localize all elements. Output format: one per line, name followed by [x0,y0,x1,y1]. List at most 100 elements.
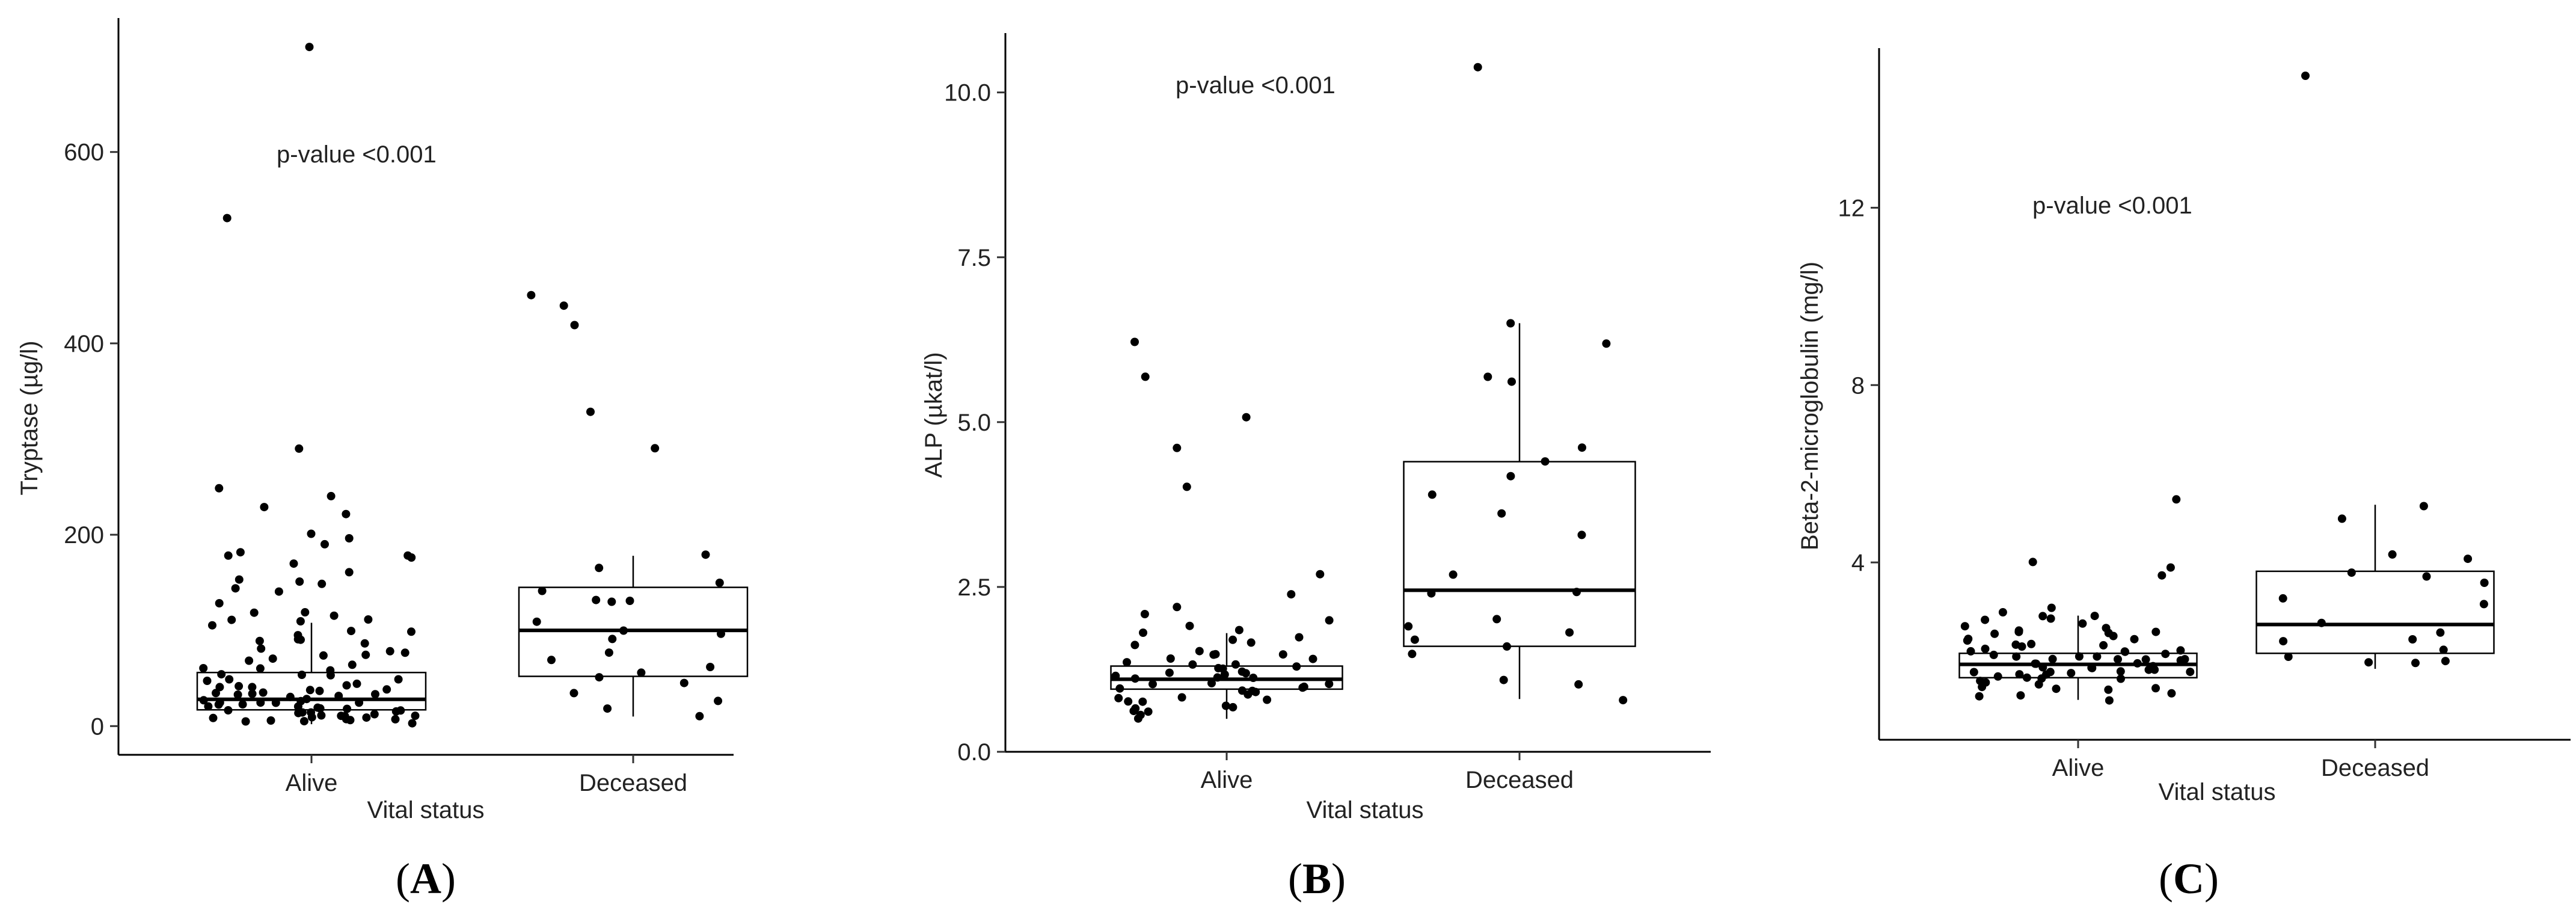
panel-a-point-alive [256,664,265,673]
panel-a-point-deceased [595,673,604,682]
panel-b-point-alive [1177,693,1186,702]
panel-a-point-alive [411,712,420,721]
panel-a-point-alive [330,611,339,620]
panel-b-letter-text: B [1302,855,1331,903]
panel-c-point-alive [2052,684,2061,693]
panel-a-y-axis-title: Tryptase (µg/l) [16,340,43,495]
panel-b-point-alive [1182,482,1191,491]
panel-c-point-alive [2114,655,2122,664]
panel-b-point-alive [1251,687,1260,696]
panel-b-point-alive [1234,625,1244,635]
panel-b-point-alive [1115,684,1124,693]
panel-b-point-alive [1148,680,1157,689]
panel-c-point-alive [2116,667,2125,676]
panel-c-point-alive [2032,659,2041,668]
panel-a-point-alive [217,670,226,679]
panel-a-point-alive [212,689,220,698]
panel-a-point-deceased [714,696,723,705]
panel-c-y-axis-title: Beta-2-microglobulin (mg/l) [1797,262,1823,550]
panel-b-point-deceased [1574,680,1583,689]
panel-a-point-alive [313,703,322,712]
panel-c-point-deceased [2419,502,2428,511]
panel-b-point-alive [1140,610,1149,618]
panel-b-y-tick-label: 5.0 [957,410,991,436]
panel-a-point-alive [326,671,335,680]
panel-b-point-deceased [1506,319,1515,328]
panel-a-point-alive [342,509,351,518]
panel-a-point-deceased [532,617,541,626]
panel-a-point-alive [203,677,212,685]
panel-b-x-tick-label: Deceased [1465,767,1574,793]
panel-a-point-alive [342,681,351,690]
panel-b-point-deceased [1497,509,1506,518]
panel-a-point-alive [204,702,213,711]
panel-b-point-alive [1166,654,1175,663]
panel-c-point-deceased [2317,618,2326,627]
panel-b-point-deceased [1565,628,1574,637]
panel-a-point-alive [295,577,304,586]
panel-b-point-alive [1220,670,1229,679]
panel-b-marks: 0.0 2.5 5.0 7.5 10.0 Alive Deceased [944,33,1711,793]
panel-a-y-tick-label: 400 [64,331,104,357]
panel-b-point-alive [1124,697,1133,706]
panel-b: 0.0 2.5 5.0 7.5 10.0 Alive Deceased ALP (µkat/… [921,33,1711,903]
panel-b-point-alive [1231,660,1240,669]
panel-b-point-alive [1263,695,1272,704]
panel-c-point-alive [2028,558,2037,567]
panel-a-point-alive [407,553,416,562]
panel-a-point-alive [315,686,324,695]
panel-b-point-alive [1173,603,1182,612]
panel-a-point-alive [257,644,266,653]
panel-b-point-deceased [1473,63,1482,72]
panel-c-point-deceased [2337,514,2346,523]
panel-a-x-tick-label: Deceased [579,770,687,796]
panel-a-point-alive [305,686,314,695]
panel-a-point-alive [209,713,218,722]
panel-a-point-alive [215,484,224,493]
panel-a-point-alive [293,702,302,711]
panel-b-point-deceased [1507,377,1516,386]
panel-b-point-deceased [1428,490,1437,499]
panel-a-point-alive [289,559,298,568]
panel-a-point-deceased [679,678,688,687]
panel-b-point-deceased [1578,443,1586,452]
panel-a-point-alive [298,671,306,679]
panel-a-point-alive [301,608,310,616]
panel-b-point-deceased [1427,589,1436,598]
panel-c-point-deceased [2464,555,2473,564]
panel-c-point-alive [2172,495,2181,504]
panel-a-point-deceased [603,704,612,713]
panel-c-point-alive [2109,632,2118,641]
panel-a-point-alive [296,617,305,625]
panel-a-point-alive [260,503,269,512]
panel-c-letter-text: C [2173,855,2204,903]
panel-b-point-deceased [1506,472,1515,481]
panel-a-p-value-annotation: p-value <0.001 [277,141,437,168]
panel-a-point-deceased [619,626,628,635]
panel-c-point-alive [2014,627,2023,636]
panel-b-point-alive [1325,680,1334,689]
panel-c-y-tick-label: 4 [1851,550,1865,576]
panel-c-point-alive [2099,641,2108,650]
panel-a-point-alive [400,648,409,657]
panel-b-point-alive [1292,662,1301,671]
panel-b-y-tick-label: 7.5 [957,245,991,271]
panel-a-point-alive [343,704,352,713]
panel-c-point-alive [2186,668,2195,677]
panel-c-point-deceased [2279,637,2288,646]
panel-a-point-alive [222,214,232,223]
panel-a-point-deceased [586,407,595,416]
panel-a-point-alive [355,698,364,707]
panel-a-point-alive [241,717,250,726]
panel-b-point-deceased [1499,675,1508,684]
panel-c-point-alive [2141,655,2150,664]
panel-c-point-alive [2167,689,2176,698]
panel-a-point-alive [208,621,216,630]
panel-b-point-deceased [1410,635,1419,644]
panel-c-point-alive [2093,652,2102,661]
panel-a-point-alive [233,690,242,699]
panel-b-point-alive [1228,702,1237,712]
panel-a-point-alive [360,639,369,648]
panel-a-point-deceased [701,550,710,559]
panel-c-y-tick-label: 8 [1851,372,1865,399]
